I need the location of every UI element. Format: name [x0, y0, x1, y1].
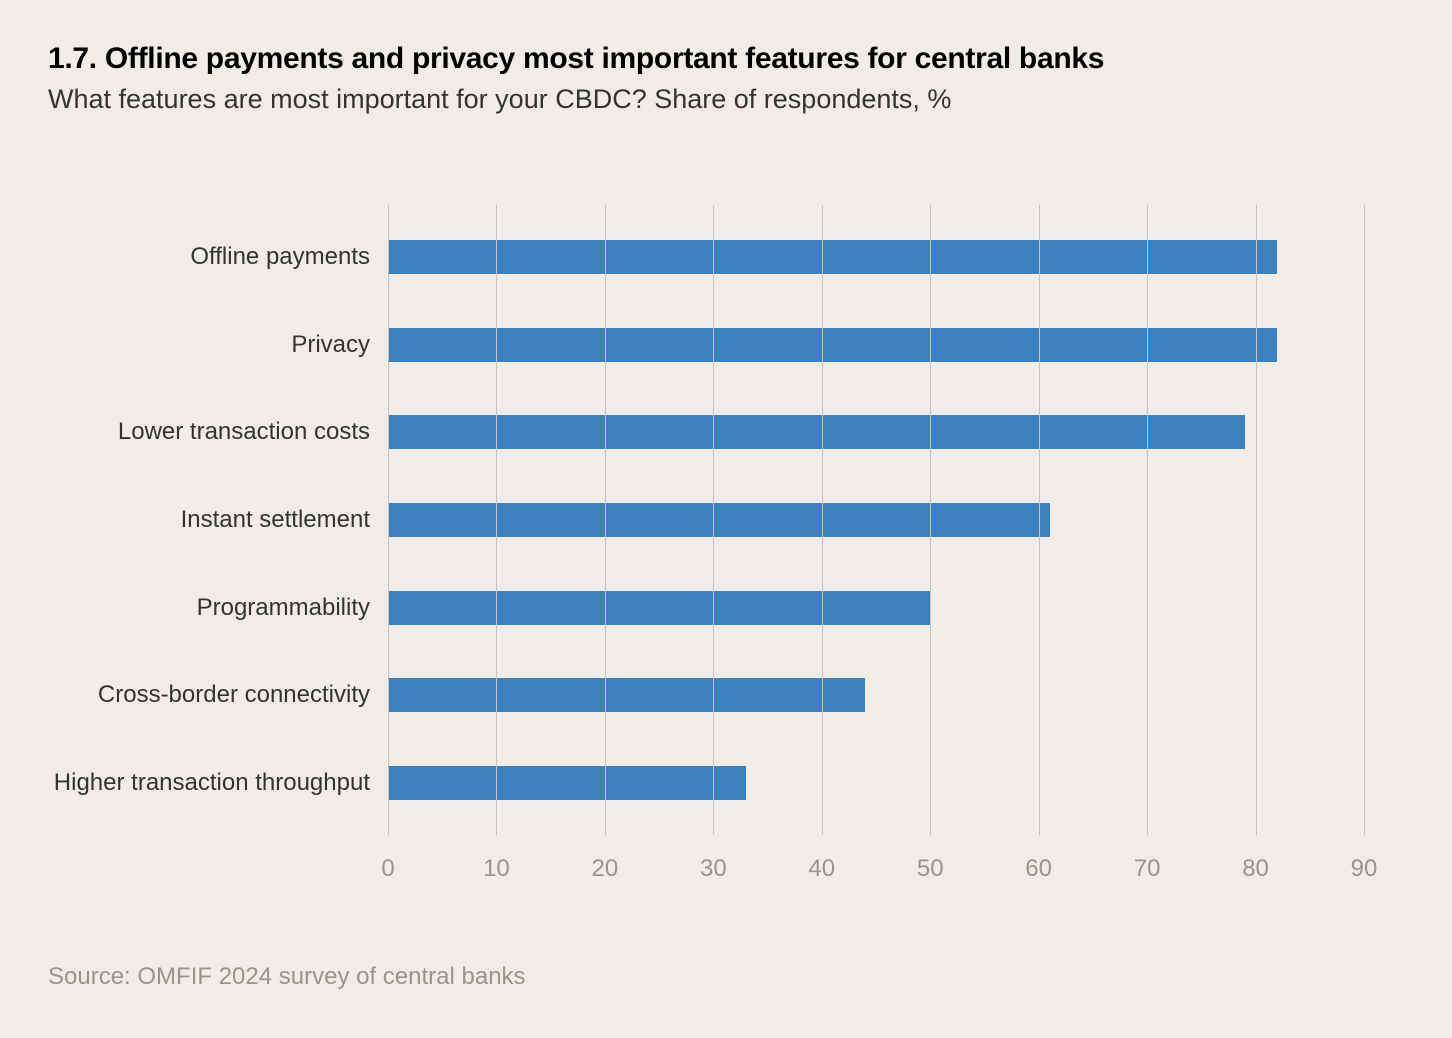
- bar: [388, 678, 865, 712]
- gridline: [713, 205, 714, 835]
- x-tick-label: 60: [1025, 855, 1052, 883]
- bar-row: Instant settlement: [388, 503, 1364, 537]
- category-label: Instant settlement: [181, 503, 370, 537]
- x-tick-label: 90: [1351, 855, 1378, 883]
- category-label: Cross-border connectivity: [98, 678, 370, 712]
- chart-source: Source: OMFIF 2024 survey of central ban…: [48, 963, 1404, 991]
- gridline: [605, 205, 606, 835]
- bar-row: Privacy: [388, 328, 1364, 362]
- bar: [388, 328, 1277, 362]
- x-tick-label: 40: [808, 855, 835, 883]
- x-tick-label: 30: [700, 855, 727, 883]
- gridline: [1147, 205, 1148, 835]
- bar-row: Offline payments: [388, 240, 1364, 274]
- category-label: Programmability: [197, 591, 370, 625]
- chart: Offline payments Privacy Lower transaction…: [48, 205, 1404, 905]
- bar-row: Lower transaction costs: [388, 415, 1364, 449]
- gridline: [822, 205, 823, 835]
- bar: [388, 766, 746, 800]
- bar-row: Higher transaction throughput: [388, 766, 1364, 800]
- x-tick-label: 0: [381, 855, 394, 883]
- x-tick-label: 20: [592, 855, 619, 883]
- category-label: Offline payments: [190, 240, 370, 274]
- chart-subtitle: What features are most important for you…: [48, 84, 1404, 115]
- x-tick-label: 50: [917, 855, 944, 883]
- x-tick-label: 10: [483, 855, 510, 883]
- gridline: [388, 205, 389, 835]
- x-tick-label: 70: [1134, 855, 1161, 883]
- bar-rows: Offline payments Privacy Lower transaction…: [388, 213, 1364, 827]
- chart-title: 1.7. Offline payments and privacy most i…: [48, 42, 1404, 76]
- bar: [388, 240, 1277, 274]
- bar: [388, 591, 930, 625]
- gridline: [496, 205, 497, 835]
- plot-area: Offline payments Privacy Lower transaction…: [388, 205, 1364, 835]
- bar: [388, 415, 1245, 449]
- bar-row: Cross-border connectivity: [388, 678, 1364, 712]
- category-label: Lower transaction costs: [118, 415, 370, 449]
- gridline: [1039, 205, 1040, 835]
- x-axis: 0102030405060708090: [388, 835, 1364, 905]
- gridline: [930, 205, 931, 835]
- category-label: Privacy: [291, 328, 370, 362]
- bar-row: Programmability: [388, 591, 1364, 625]
- gridline: [1256, 205, 1257, 835]
- gridline: [1364, 205, 1365, 835]
- bar: [388, 503, 1050, 537]
- x-tick-label: 80: [1242, 855, 1269, 883]
- category-label: Higher transaction throughput: [54, 766, 370, 800]
